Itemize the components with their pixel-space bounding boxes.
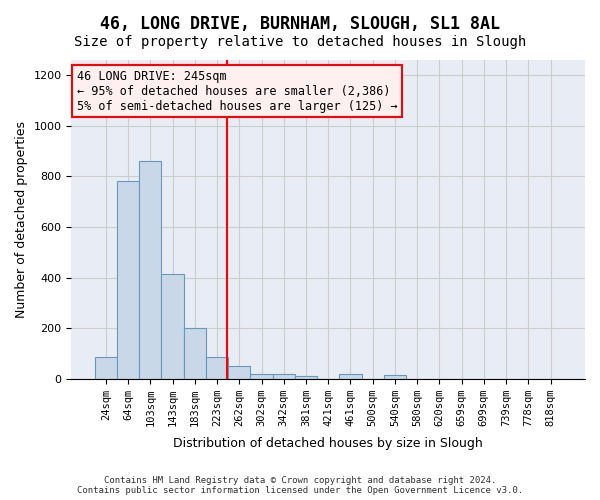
Bar bbox=[340, 374, 362, 378]
Bar bbox=[95, 357, 117, 378]
Bar bbox=[250, 374, 272, 378]
Text: Contains HM Land Registry data © Crown copyright and database right 2024.
Contai: Contains HM Land Registry data © Crown c… bbox=[77, 476, 523, 495]
Text: 46, LONG DRIVE, BURNHAM, SLOUGH, SL1 8AL: 46, LONG DRIVE, BURNHAM, SLOUGH, SL1 8AL bbox=[100, 15, 500, 33]
Bar bbox=[206, 357, 228, 378]
X-axis label: Distribution of detached houses by size in Slough: Distribution of detached houses by size … bbox=[173, 437, 483, 450]
Text: Size of property relative to detached houses in Slough: Size of property relative to detached ho… bbox=[74, 35, 526, 49]
Bar bbox=[161, 274, 184, 378]
Bar bbox=[272, 374, 295, 378]
Bar bbox=[139, 161, 161, 378]
Y-axis label: Number of detached properties: Number of detached properties bbox=[15, 121, 28, 318]
Bar bbox=[228, 366, 250, 378]
Bar bbox=[184, 328, 206, 378]
Bar bbox=[295, 376, 317, 378]
Text: 46 LONG DRIVE: 245sqm
← 95% of detached houses are smaller (2,386)
5% of semi-de: 46 LONG DRIVE: 245sqm ← 95% of detached … bbox=[77, 70, 397, 112]
Bar bbox=[384, 375, 406, 378]
Bar bbox=[117, 182, 139, 378]
